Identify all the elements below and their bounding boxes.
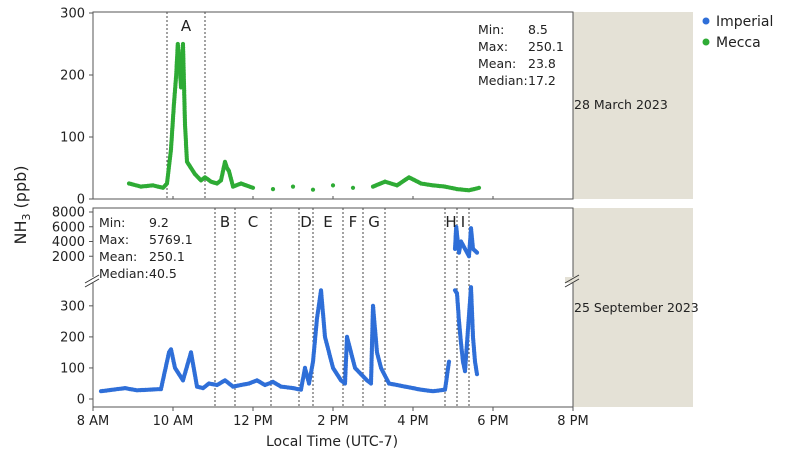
bottom-lower-y-tick-label: 300	[60, 299, 85, 314]
mecca-point	[270, 187, 276, 192]
legend-marker-imperial	[702, 17, 710, 25]
x-tick-label: 4 PM	[397, 414, 428, 429]
mecca-point	[290, 184, 296, 189]
x-tick-label: 12 PM	[233, 414, 273, 429]
top-stat-label: Median:	[478, 73, 528, 88]
axis-break-mark-right	[564, 278, 580, 288]
y-axis-label: NH3 (ppb)	[11, 165, 33, 244]
event-label-e: E	[323, 213, 332, 231]
event-label-i: I	[461, 213, 465, 231]
bottom-upper-y-tick-label: 8000	[52, 206, 85, 221]
event-label-d: D	[300, 213, 312, 231]
mecca-point	[350, 185, 356, 190]
top-stat-value: 23.8	[528, 56, 556, 71]
imperial-point	[474, 250, 480, 255]
x-tick-label: 8 PM	[557, 414, 588, 429]
top-stat-label: Min:	[478, 22, 504, 37]
date-label-bottom: 25 September 2023	[574, 300, 699, 315]
x-tick-label: 2 PM	[317, 414, 348, 429]
event-label-f: F	[349, 213, 358, 231]
legend-label-imperial: Imperial	[716, 14, 773, 30]
top-stat-value: 17.2	[528, 73, 556, 88]
axis-break-mark-left	[84, 278, 100, 288]
bottom-upper-y-tick-label: 2000	[52, 250, 85, 265]
top-stat-label: Max:	[478, 39, 508, 54]
bottom-lower-y-tick-label: 0	[77, 393, 85, 408]
bottom-stat-value: 5769.1	[149, 232, 193, 247]
top-y-tick-label: 200	[60, 69, 85, 84]
x-tick-label: 8 AM	[77, 414, 110, 429]
bottom-upper-y-tick-label: 6000	[52, 220, 85, 235]
axis-break-mark-right	[564, 274, 580, 284]
axis-break-gap-left	[85, 277, 101, 283]
legend-label-mecca: Mecca	[716, 35, 761, 51]
bottom-stat-value: 40.5	[149, 266, 177, 281]
top-stat-value: 250.1	[528, 39, 564, 54]
side-panel-bottom	[573, 208, 693, 407]
axis-break-mark-left	[84, 274, 100, 284]
side-panel-top	[573, 12, 693, 199]
x-axis-label: Local Time (UTC-7)	[266, 434, 398, 450]
event-label-b: B	[220, 213, 230, 231]
imperial-point	[474, 372, 480, 377]
event-label-g: G	[368, 213, 380, 231]
mecca-point	[310, 187, 316, 192]
x-tick-label: 10 AM	[153, 414, 194, 429]
bottom-lower-y-tick-label: 200	[60, 330, 85, 345]
top-stat-label: Mean:	[478, 56, 516, 71]
bottom-stat-label: Max:	[99, 232, 129, 247]
bottom-lower-y-tick-label: 100	[60, 361, 85, 376]
top-y-tick-label: 0	[77, 193, 85, 208]
axis-break-gap-right	[565, 277, 581, 283]
event-label-a: A	[181, 17, 192, 35]
event-label-c: C	[248, 213, 258, 231]
mecca-point	[250, 185, 256, 190]
date-label-top: 28 March 2023	[574, 97, 668, 112]
bottom-stat-label: Median:	[99, 266, 149, 281]
event-label-h: H	[445, 213, 456, 231]
mecca-point	[476, 185, 482, 190]
legend: Imperial Mecca	[702, 14, 773, 51]
legend-marker-mecca	[702, 38, 710, 46]
bottom-upper-y-tick-label: 4000	[52, 235, 85, 250]
imperial-point	[446, 359, 452, 364]
top-y-tick-label: 300	[60, 7, 85, 22]
x-tick-label: 6 PM	[477, 414, 508, 429]
top-stat-value: 8.5	[528, 22, 548, 37]
bottom-stat-value: 250.1	[149, 249, 185, 264]
bottom-stat-label: Mean:	[99, 249, 137, 264]
bottom-stat-value: 9.2	[149, 215, 169, 230]
top-y-tick-label: 100	[60, 131, 85, 146]
mecca-point	[330, 183, 336, 188]
bottom-stat-label: Min:	[99, 215, 125, 230]
